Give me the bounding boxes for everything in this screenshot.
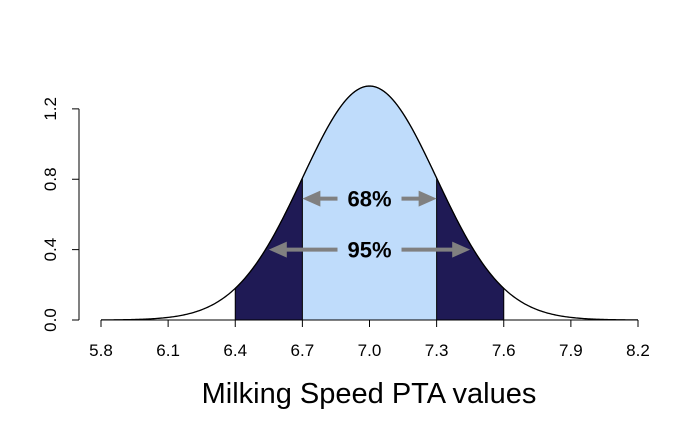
y-tick-label: 0.4 xyxy=(41,238,60,262)
annotation-label: 95% xyxy=(347,238,391,263)
x-tick-label: 8.2 xyxy=(626,341,650,360)
x-tick-label: 6.1 xyxy=(156,341,180,360)
x-axis: 5.8 6.1 6.4 6.7 7.0 7.3 7.6 7.9 8.2 xyxy=(89,319,650,360)
density-curve xyxy=(100,85,639,321)
x-tick-label: 6.7 xyxy=(291,341,315,360)
annotation-95-pct: 95% xyxy=(268,238,471,263)
y-tick-label: 0.8 xyxy=(41,167,60,191)
x-tick-label: 7.0 xyxy=(358,341,382,360)
x-tick-label: 7.6 xyxy=(492,341,516,360)
annotation-68-pct: 68% xyxy=(302,187,437,212)
arrow-right-head xyxy=(418,190,437,207)
arrow-right-head xyxy=(452,241,471,258)
annotation-label: 68% xyxy=(347,187,391,212)
annotations: 68% 95% xyxy=(268,187,471,263)
x-tick-label: 7.9 xyxy=(559,341,583,360)
arrow-left-head xyxy=(302,190,321,207)
x-tick-label: 5.8 xyxy=(89,341,113,360)
y-tick-label: 0.0 xyxy=(41,308,60,332)
arrow-left-head xyxy=(268,241,287,258)
y-axis: 0.0 0.4 0.8 1.2 xyxy=(41,97,80,332)
x-tick-label: 7.3 xyxy=(425,341,449,360)
x-axis-title: Milking Speed PTA values xyxy=(202,378,537,410)
y-tick-label: 1.2 xyxy=(41,97,60,121)
x-tick-label: 6.4 xyxy=(223,341,247,360)
